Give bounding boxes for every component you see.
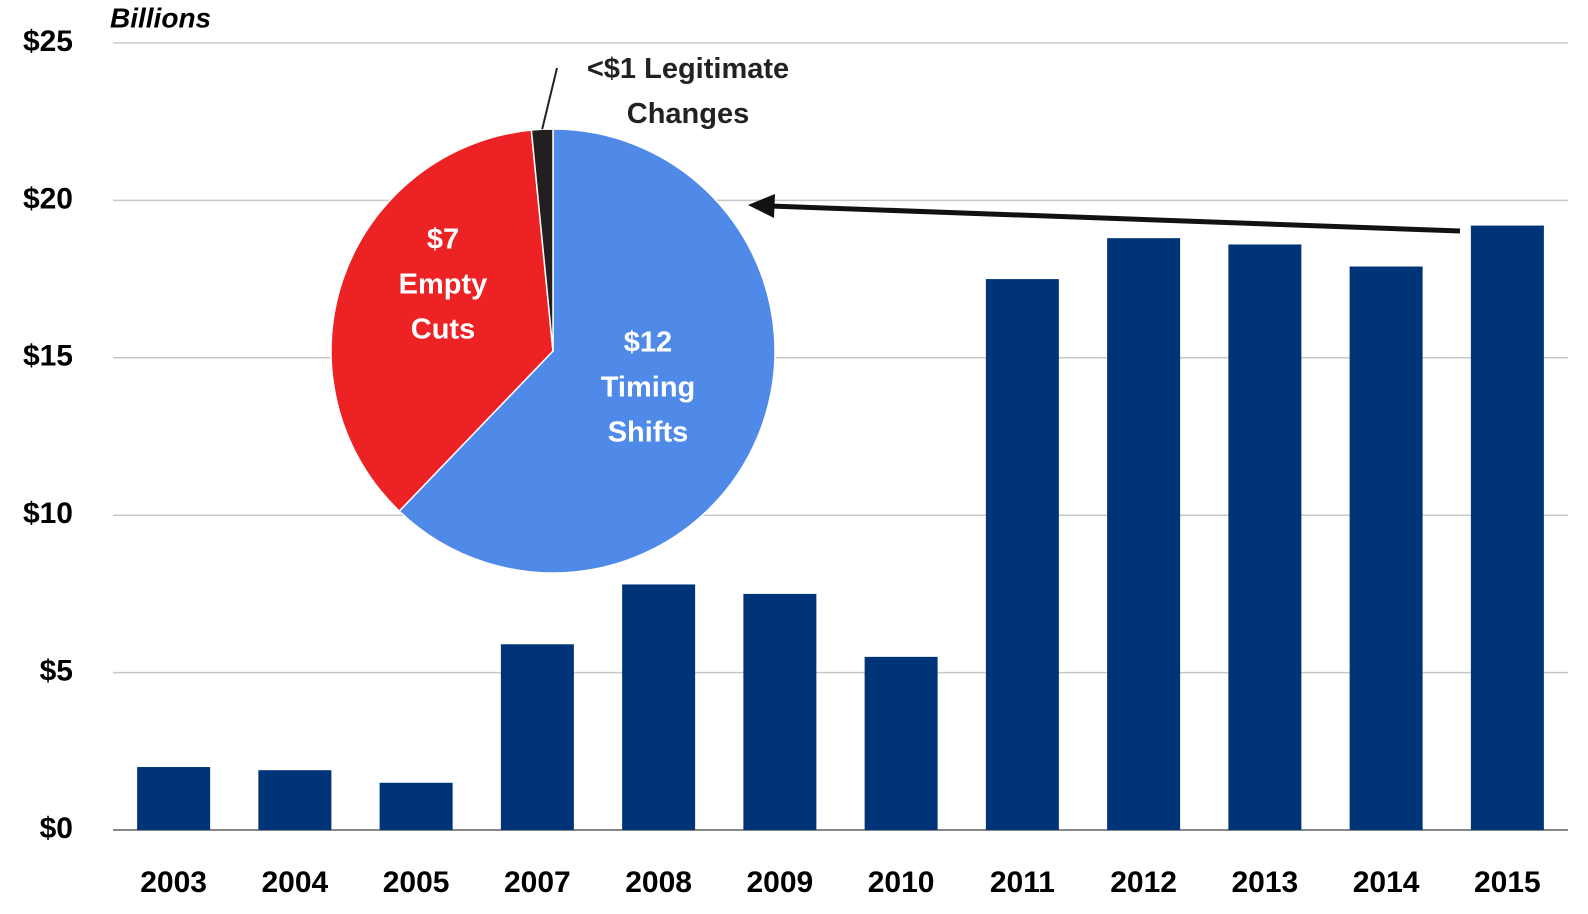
- leader-line: [541, 67, 558, 130]
- annotation-arrow: [769, 203, 1461, 234]
- pie-value-label: $7: [426, 223, 460, 256]
- bar: [1349, 266, 1423, 830]
- y-tick-label: $0: [40, 812, 73, 845]
- bar: [137, 767, 211, 830]
- x-tick-label: 2009: [747, 866, 814, 899]
- x-tick-label: 2005: [383, 866, 450, 899]
- bar: [622, 584, 696, 830]
- x-tick-label: 2010: [868, 866, 935, 899]
- bar: [743, 593, 817, 830]
- y-tick-label: $5: [40, 655, 73, 688]
- y-tick-label: $10: [23, 497, 73, 530]
- y-tick-label: $25: [23, 25, 73, 58]
- bar: [379, 782, 453, 830]
- bar: [1228, 244, 1302, 831]
- x-tick-label: 2014: [1353, 866, 1420, 899]
- x-tick-label: 2012: [1110, 866, 1177, 899]
- arrow-head: [748, 194, 775, 218]
- x-tick-label: 2015: [1474, 866, 1541, 899]
- pie-label: <$1 Legitimate Changes: [563, 47, 813, 137]
- bar: [985, 279, 1059, 831]
- pie-category-label: Legitimate Changes: [626, 53, 790, 130]
- bar: [1470, 225, 1544, 831]
- x-tick-label: 2007: [504, 866, 571, 899]
- x-tick-label: 2003: [140, 866, 207, 899]
- y-tick-label: $15: [23, 340, 73, 373]
- pie-category-label: Timing Shifts: [600, 371, 696, 449]
- bar: [500, 644, 574, 830]
- x-tick-label: 2013: [1232, 866, 1299, 899]
- pie-label: $12 Timing Shifts: [583, 321, 713, 456]
- y-axis-label: Billions: [110, 2, 211, 33]
- bar: [864, 656, 938, 830]
- x-tick-label: 2008: [625, 866, 692, 899]
- bar: [1107, 238, 1181, 830]
- pie-value-label: $12: [623, 326, 673, 359]
- bar: [258, 770, 332, 830]
- x-tick-label: 2004: [262, 866, 329, 899]
- pie-slice: [330, 129, 554, 513]
- y-tick-label: $20: [23, 182, 73, 215]
- pie-value-label: <$1: [586, 53, 637, 85]
- x-tick-label: 2011: [990, 866, 1055, 899]
- pie-slice: [398, 128, 776, 574]
- pie-label: $7 Empty Cuts: [378, 218, 508, 353]
- pie-category-label: Empty Cuts: [398, 268, 488, 346]
